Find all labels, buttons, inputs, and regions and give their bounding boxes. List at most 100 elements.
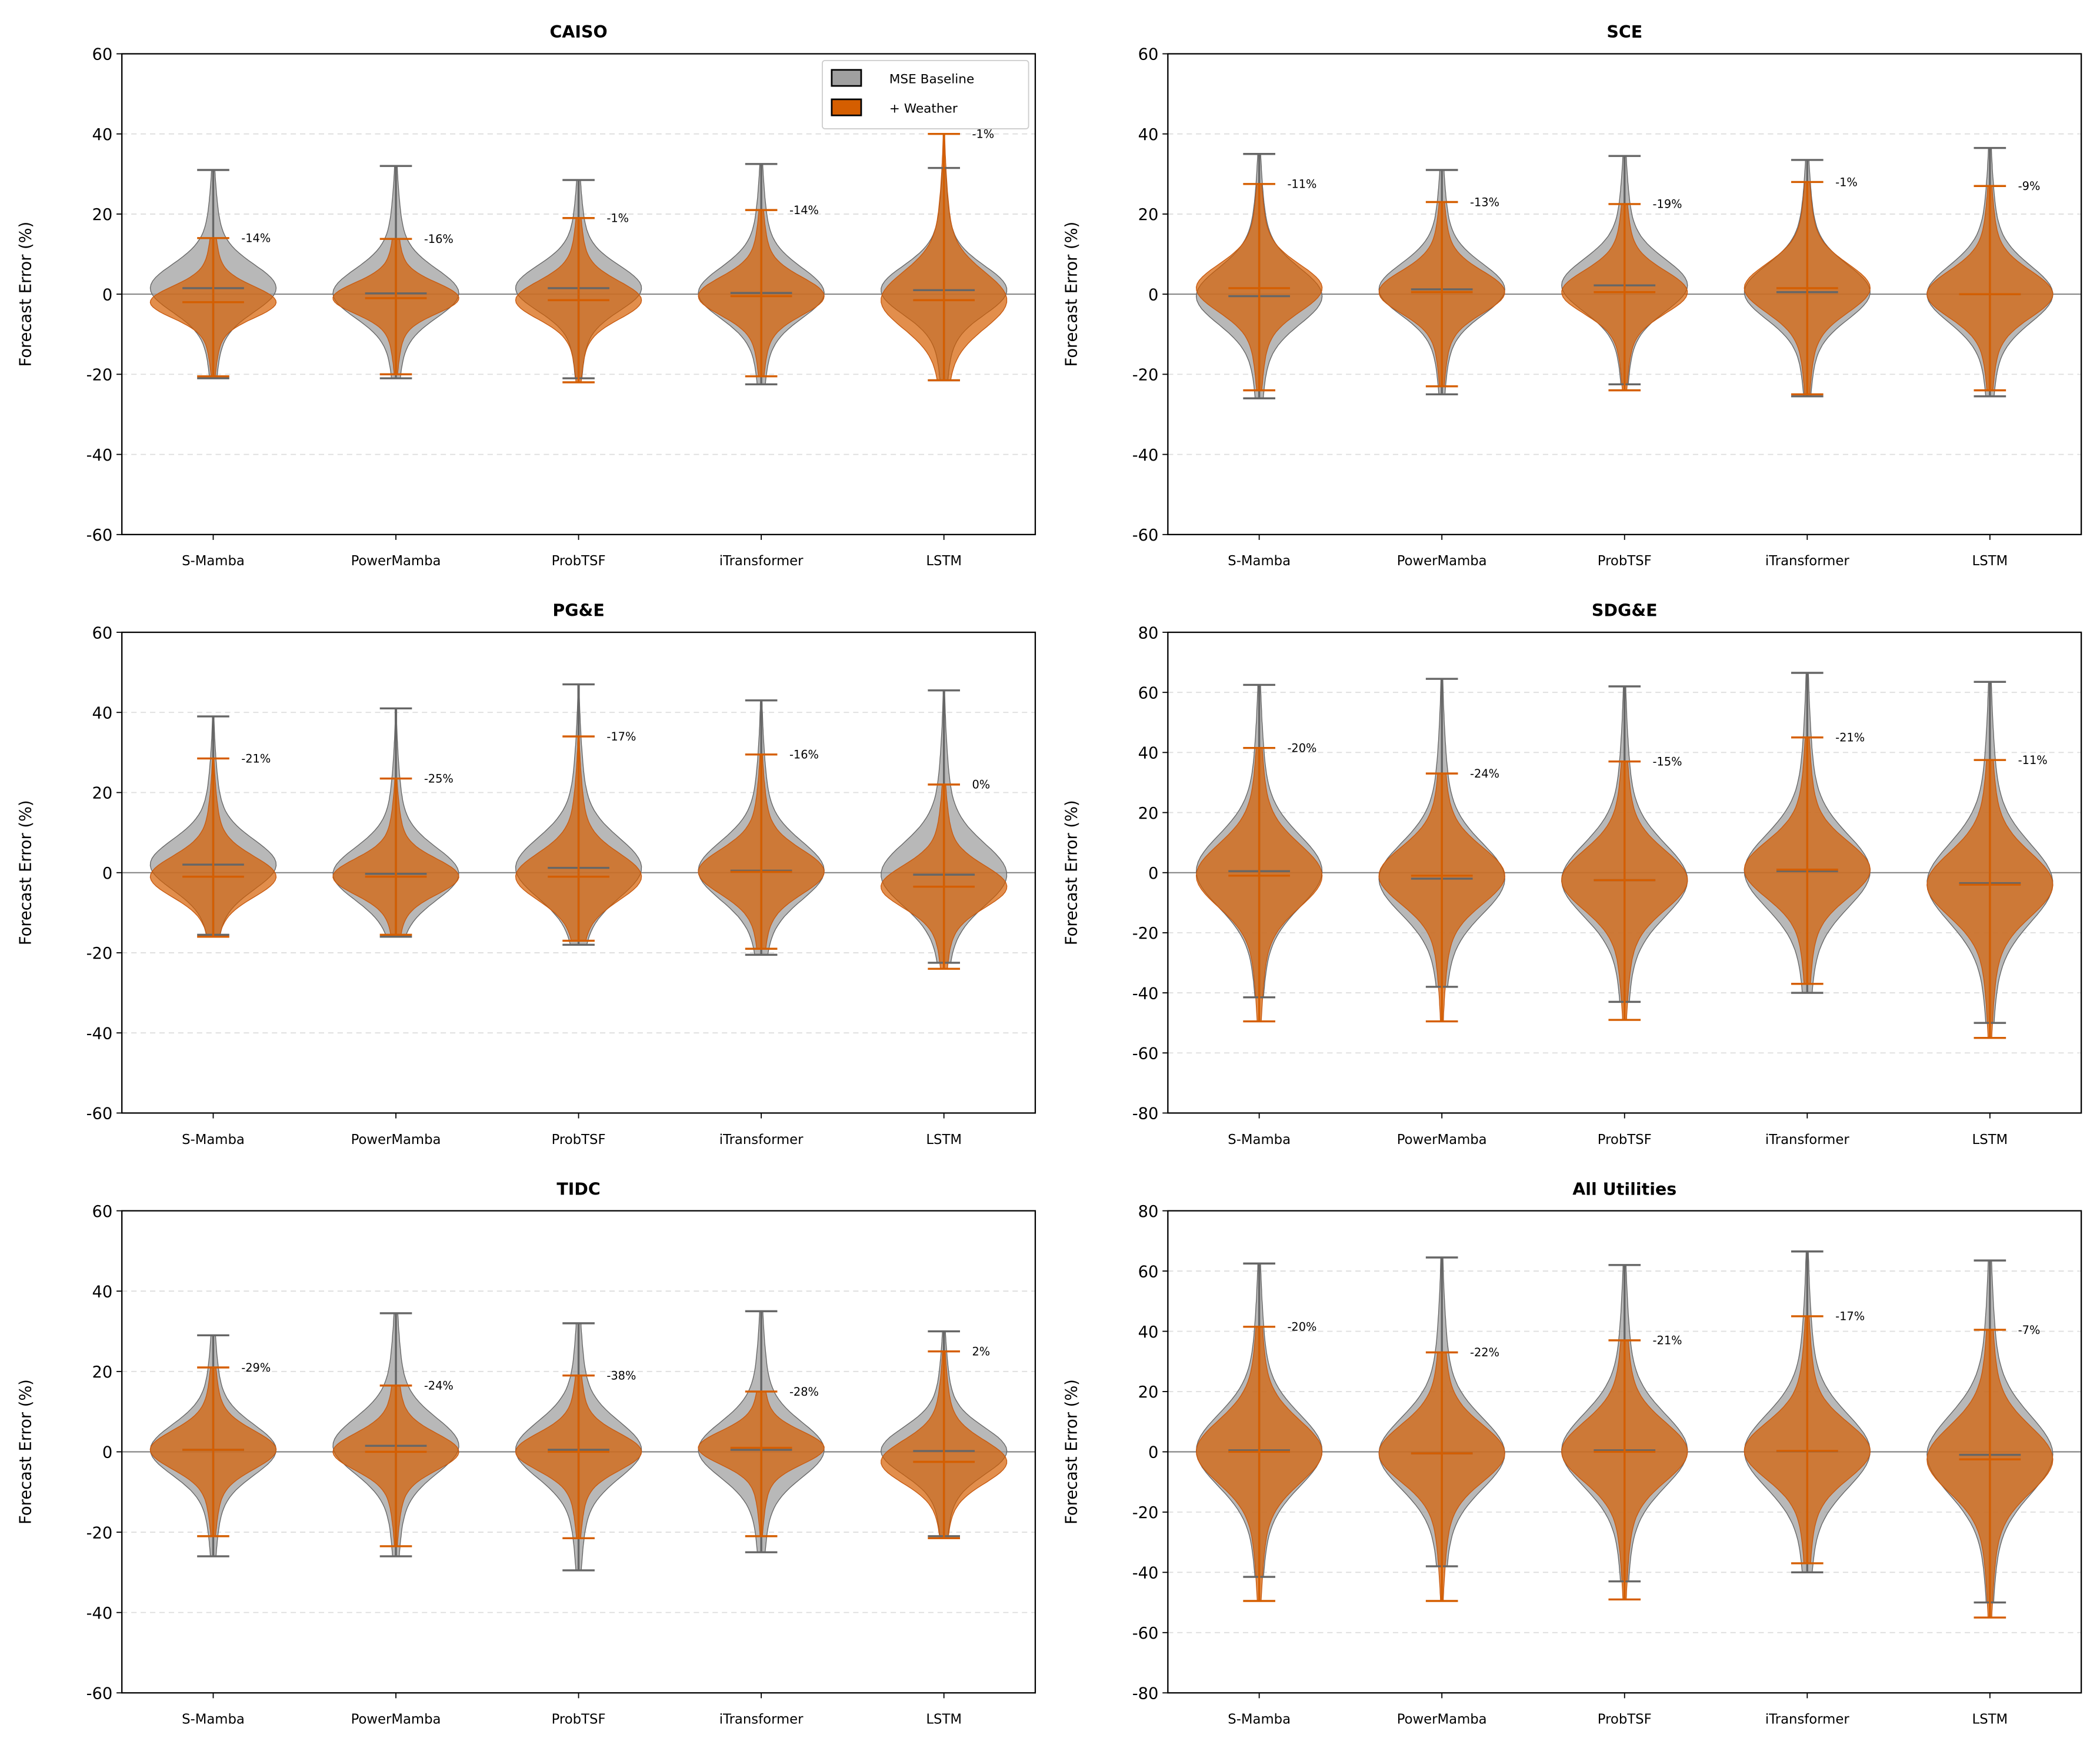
improvement-label: 0%: [972, 778, 990, 792]
improvement-label: -15%: [1653, 755, 1682, 769]
y-axis-label: Forecast Error (%): [1063, 800, 1081, 945]
y-axis-label: Forecast Error (%): [16, 800, 35, 945]
improvement-label: -28%: [789, 1385, 819, 1399]
x-tick-label: S-Mamba: [182, 1132, 245, 1147]
y-axis-label: Forecast Error (%): [1063, 1379, 1081, 1525]
improvement-label: -25%: [424, 772, 454, 785]
y-tick-label: 80: [1138, 624, 1159, 642]
y-tick-label: -20: [1132, 925, 1159, 943]
y-tick-label: 40: [92, 705, 112, 723]
y-tick-label: 20: [92, 206, 112, 224]
panel-pg-e: -60 -40 -20 0 20 40 60 -21% -25% -17% -16% 0% S-Mamb…: [16, 601, 1036, 1147]
improvement-label: -14%: [789, 204, 819, 217]
panel-title: TIDC: [556, 1179, 600, 1199]
y-tick-label: -80: [1132, 1685, 1159, 1703]
y-tick-label: 0: [102, 865, 112, 883]
improvement-label: -16%: [424, 232, 454, 246]
x-tick-label: iTransformer: [1765, 553, 1849, 569]
improvement-label: -16%: [789, 748, 819, 762]
improvement-label: -21%: [1653, 1334, 1682, 1347]
x-tick-label: LSTM: [926, 1132, 962, 1147]
x-tick-label: iTransformer: [1765, 1132, 1849, 1147]
y-tick-label: 80: [1138, 1203, 1159, 1221]
y-axis-label: Forecast Error (%): [16, 1379, 35, 1525]
x-tick-label: S-Mamba: [182, 553, 245, 569]
y-tick-label: 0: [1148, 286, 1158, 304]
x-tick-label: PowerMamba: [351, 1132, 441, 1147]
improvement-label: -19%: [1653, 198, 1682, 211]
panel-caiso: -60 -40 -20 0 20 40 60 -14% -16% -1% -14% -1% S-Mamb…: [16, 22, 1036, 569]
legend-swatch-weather: [831, 98, 862, 116]
improvement-label: -22%: [1470, 1346, 1499, 1359]
axes-frame: [121, 1210, 1036, 1694]
x-tick-label: S-Mamba: [182, 1712, 245, 1727]
x-tick-label: LSTM: [1972, 553, 2008, 569]
y-axis-label: Forecast Error (%): [1063, 222, 1081, 367]
x-tick-label: iTransformer: [719, 1712, 804, 1727]
x-tick-label: ProbTSF: [1598, 1712, 1652, 1727]
panel-title: CAISO: [550, 22, 608, 42]
improvement-label: -1%: [972, 128, 994, 141]
y-tick-label: 20: [1138, 805, 1159, 823]
y-tick-label: -40: [1132, 1564, 1159, 1583]
improvement-label: -20%: [1287, 1320, 1316, 1334]
y-tick-label: -40: [86, 1025, 113, 1043]
y-tick-label: 0: [1148, 1444, 1158, 1462]
panel-all-utilities: -80 -60 -40 -20 0 20 40 60 80 -20% -22% -21% -17% -7%…: [1063, 1179, 2082, 1727]
axes-frame: [121, 53, 1036, 535]
y-tick-label: 0: [102, 286, 112, 304]
improvement-label: -21%: [241, 752, 271, 765]
y-tick-label: 40: [1138, 126, 1159, 144]
x-tick-label: LSTM: [926, 553, 962, 569]
improvement-label: -20%: [1287, 742, 1316, 755]
improvement-label: -38%: [606, 1369, 636, 1382]
panel-title: SDG&E: [1592, 601, 1658, 621]
x-tick-label: iTransformer: [719, 1132, 804, 1147]
improvement-label: -29%: [241, 1361, 271, 1375]
panel-sce: -60 -40 -20 0 20 40 60 -11% -13% -19% -1% -9% S-Mamb…: [1063, 22, 2082, 569]
panel-tidc: -60 -40 -20 0 20 40 60 -29% -24% -38% -28% 2% S-Mamb…: [16, 1179, 1036, 1727]
y-tick-label: 20: [1138, 206, 1159, 224]
panel-title: SCE: [1606, 22, 1642, 42]
y-tick-label: -60: [1132, 1045, 1159, 1063]
x-tick-label: ProbTSF: [552, 553, 606, 569]
x-tick-label: S-Mamba: [1228, 1712, 1291, 1727]
y-tick-label: -20: [1132, 1504, 1159, 1522]
y-tick-label: -60: [86, 526, 113, 545]
improvement-label: -7%: [2018, 1323, 2041, 1337]
improvement-label: -17%: [606, 730, 636, 743]
y-tick-label: 40: [92, 126, 112, 144]
y-axis-label: Forecast Error (%): [16, 222, 35, 367]
axes-frame: [1167, 631, 2082, 1114]
y-tick-label: -20: [1132, 366, 1159, 385]
y-tick-label: -60: [86, 1105, 113, 1123]
legend-label-baseline: MSE Baseline: [889, 72, 975, 87]
x-tick-label: iTransformer: [719, 553, 804, 569]
y-tick-label: -20: [86, 366, 113, 385]
y-tick-label: -40: [86, 1604, 113, 1623]
x-tick-label: LSTM: [1972, 1712, 2008, 1727]
x-tick-label: ProbTSF: [1598, 1132, 1652, 1147]
y-tick-label: -40: [1132, 446, 1159, 465]
improvement-label: -1%: [1835, 175, 1858, 189]
improvement-label: -24%: [424, 1379, 454, 1393]
y-tick-label: 20: [92, 1363, 112, 1382]
axes-frame: [1167, 53, 2082, 535]
x-tick-label: ProbTSF: [552, 1712, 606, 1727]
y-tick-label: 20: [1138, 1383, 1159, 1402]
y-tick-label: -40: [1132, 985, 1159, 1003]
panel-title: PG&E: [552, 601, 604, 621]
y-tick-label: 40: [92, 1283, 112, 1301]
x-tick-label: PowerMamba: [351, 1712, 441, 1727]
axes-frame: [1167, 1210, 2082, 1694]
panel-title: All Utilities: [1572, 1179, 1676, 1199]
improvement-label: -9%: [2018, 179, 2041, 193]
x-tick-label: PowerMamba: [1397, 553, 1487, 569]
y-tick-label: 60: [92, 624, 112, 642]
y-tick-label: 0: [102, 1444, 112, 1462]
y-tick-label: -20: [86, 945, 113, 963]
y-tick-label: 60: [1138, 684, 1159, 702]
panel-sdg-e: -80 -60 -40 -20 0 20 40 60 80 -20% -24% -15% -21% -11…: [1063, 601, 2082, 1147]
improvement-label: -24%: [1470, 767, 1499, 780]
